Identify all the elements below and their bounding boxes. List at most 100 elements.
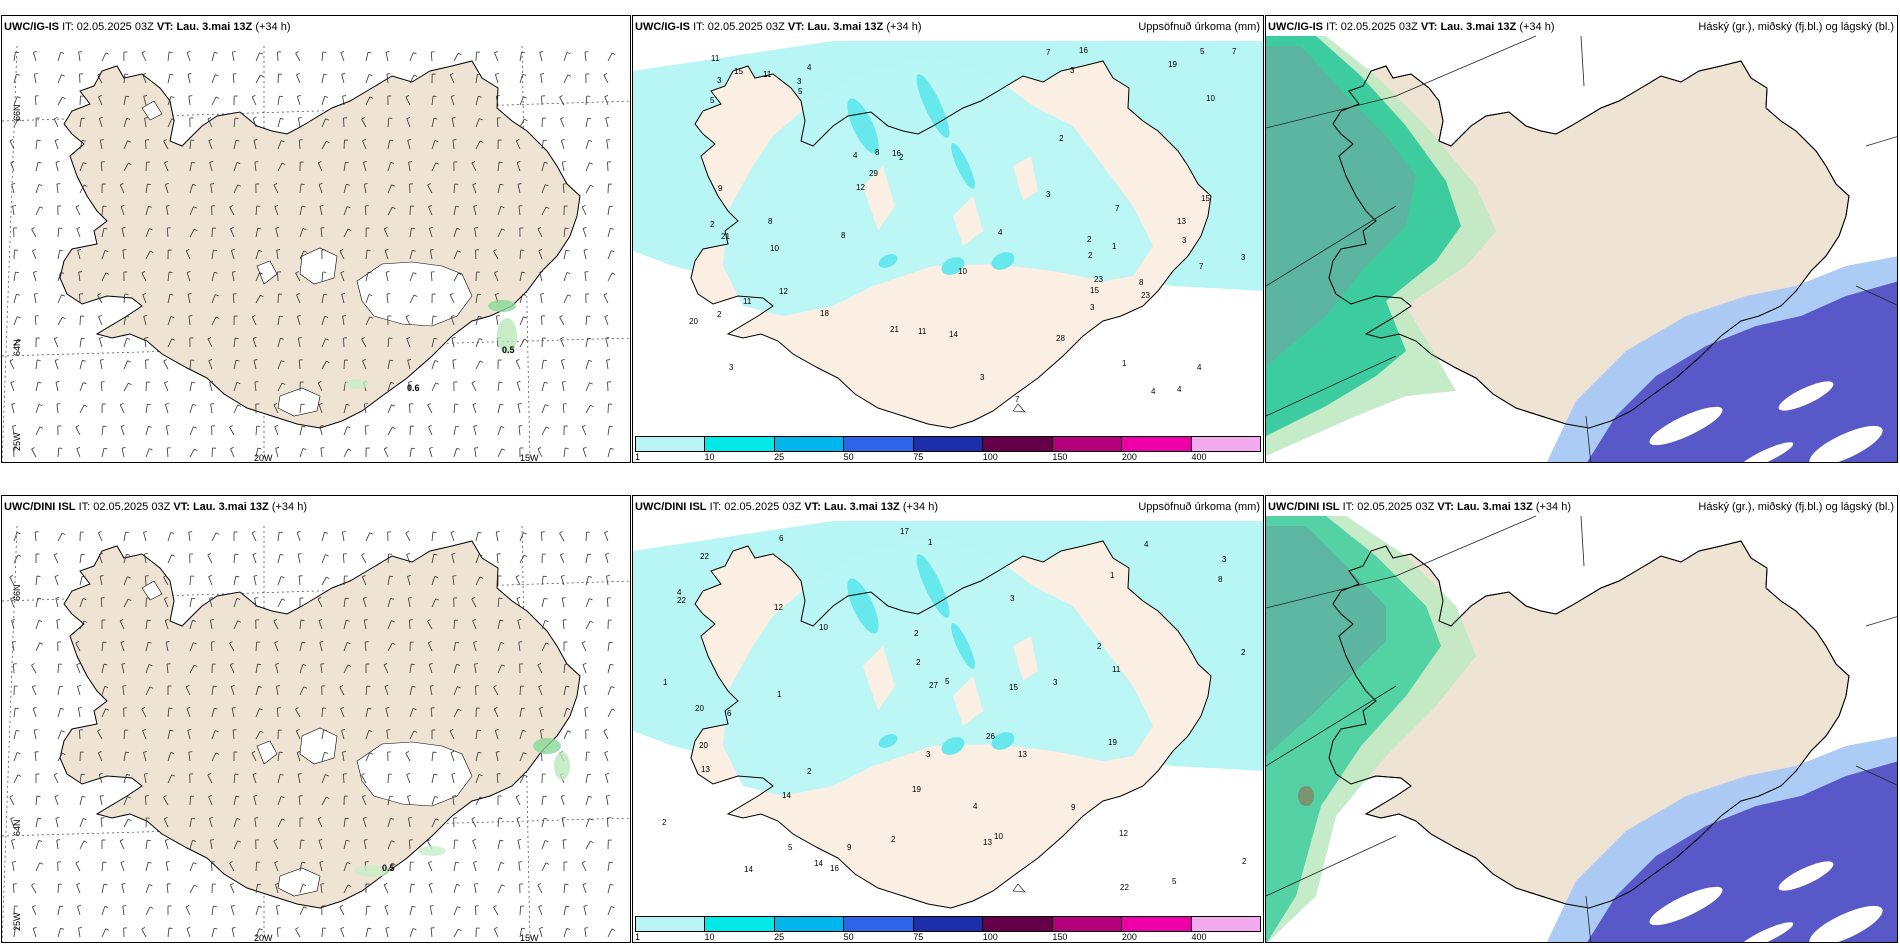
precip-label: 0.5: [382, 863, 395, 873]
precip-value: 8: [841, 231, 846, 240]
colorbar-label: 400: [1191, 452, 1207, 462]
precip-value: 7: [1015, 395, 1020, 404]
colorbar-segment: [983, 437, 1053, 451]
precip-value: 11: [1112, 665, 1121, 674]
panel-header: UWC/DINI ISL IT: 02.05.2025 03Z VT: Lau.…: [1268, 501, 1571, 513]
precip-value: 5: [1200, 47, 1205, 56]
precip-colorbar: [635, 916, 1261, 932]
precip-value: 23: [1141, 291, 1150, 300]
precip-value: 22: [1120, 883, 1129, 892]
cloud-title: Háský (gr.), miðský (fj.bl.) og lágský (…: [1698, 21, 1894, 33]
precip-value: 9: [1071, 803, 1076, 812]
precip-value: 13: [1177, 217, 1186, 226]
precip-value: 14: [949, 330, 958, 339]
precip-value: 3: [1090, 303, 1095, 312]
colorbar-segment: [983, 917, 1053, 931]
precip-value: 2: [899, 153, 904, 162]
precip-value: 4: [998, 228, 1003, 237]
precip-value: 20: [689, 317, 698, 326]
precip-map: 2334212347523421151041612719127732321573…: [633, 41, 1263, 429]
cloud-map: [1266, 515, 1897, 942]
lon-label: 25W: [12, 912, 22, 931]
precip-value: 1: [1112, 242, 1117, 251]
lon-label: 20W: [254, 933, 273, 943]
colorbar-label: 25: [774, 932, 785, 942]
precip-value: 22: [677, 596, 686, 605]
precip-value: 16: [830, 864, 839, 873]
precip-value: 2: [1097, 642, 1102, 651]
colorbar-label: 150: [1052, 932, 1068, 942]
precip-value: 2: [1088, 251, 1093, 260]
precip-value: 3: [797, 77, 802, 86]
precip-value: 1: [1110, 571, 1115, 580]
precip-value: 16: [892, 149, 901, 158]
precip-value: 13: [983, 838, 992, 847]
precip-value: 4: [807, 63, 812, 72]
precip-value: 4: [1151, 387, 1156, 396]
panel-header: UWC/IG-IS IT: 02.05.2025 03Z VT: Lau. 3.…: [1268, 21, 1555, 33]
colorbar-segment: [1052, 917, 1123, 931]
precip-value: 21: [890, 325, 899, 334]
precip-value: 13: [1018, 750, 1027, 759]
precip-value: 2: [1241, 648, 1246, 657]
lat-label: 64N: [12, 339, 22, 356]
precip-value: 15: [1090, 286, 1099, 295]
precip-colorbar: [635, 436, 1261, 452]
colorbar-segment: [1191, 917, 1260, 931]
precip-value: 2: [710, 220, 715, 229]
precip-value: 3: [1046, 190, 1051, 199]
precip-value: 5: [945, 677, 950, 686]
precip-value: 26: [986, 732, 995, 741]
lon-label: 25W: [12, 432, 22, 451]
precip-value: 3: [1222, 555, 1227, 564]
lon-label: 20W: [254, 453, 273, 463]
precip-value: 2: [914, 629, 919, 638]
precip-value: 10: [819, 623, 828, 632]
precip-value: 10: [1206, 94, 1215, 103]
precip-value: 7: [1199, 262, 1204, 271]
colorbar-segment: [636, 917, 706, 931]
precip-value: 22: [700, 552, 709, 561]
cloud-panel-dini: UWC/DINI ISL IT: 02.05.2025 03Z VT: Lau.…: [1265, 495, 1898, 943]
colorbar-label: 200: [1121, 932, 1137, 942]
precip-value: 19: [1168, 60, 1177, 69]
wind-panel-ig-is: UWC/IG-IS IT: 02.05.2025 03Z VT: Lau. 3.…: [1, 15, 631, 463]
lon-label: 15W: [520, 933, 539, 943]
precip-value: 1: [663, 678, 668, 687]
colorbar-segment: [705, 437, 775, 451]
precip-value: 3: [717, 76, 722, 85]
precip-value: 12: [856, 183, 865, 192]
colorbar-label: 10: [704, 452, 715, 462]
precip-label: 0.5: [502, 345, 515, 355]
precip-value: 11: [711, 54, 720, 63]
precip-value: 1: [1122, 359, 1127, 368]
colorbar-label: 75: [913, 932, 924, 942]
colorbar-segment: [1122, 437, 1192, 451]
panel-header: UWC/IG-IS IT: 02.05.2025 03Z VT: Lau. 3.…: [635, 21, 922, 33]
precip-value: 20: [699, 741, 708, 750]
colorbar-label: 400: [1191, 932, 1207, 942]
precip-value: 12: [774, 603, 783, 612]
colorbar-segment: [774, 917, 845, 931]
precip-value: 4: [973, 802, 978, 811]
precip-value: 6: [727, 709, 732, 718]
precip-value: 3: [1182, 236, 1187, 245]
colorbar-label: 50: [843, 932, 854, 942]
precip-title: Uppsöfnuð úrkoma (mm): [1138, 21, 1260, 33]
colorbar-segment: [1052, 437, 1123, 451]
lat-label: 66N: [12, 584, 22, 601]
cloud-panel-ig-is: UWC/IG-IS IT: 02.05.2025 03Z VT: Lau. 3.…: [1265, 15, 1898, 463]
colorbar-segment: [1191, 437, 1260, 451]
colorbar-label: 25: [774, 452, 785, 462]
colorbar-segment: [844, 917, 914, 931]
precip-value: 11: [918, 327, 927, 336]
precip-value: 2: [1242, 857, 1247, 866]
precip-panel-ig-is: UWC/IG-IS IT: 02.05.2025 03Z VT: Lau. 3.…: [632, 15, 1264, 463]
lat-label: 66N: [12, 104, 22, 121]
precip-value: 1: [777, 690, 782, 699]
precip-value: 16: [1079, 46, 1088, 55]
precip-value: 27: [929, 681, 938, 690]
colorbar-segment: [705, 917, 775, 931]
precip-value: 11: [743, 297, 752, 306]
precip-panel-dini: UWC/DINI ISL IT: 02.05.2025 03Z VT: Lau.…: [632, 495, 1264, 943]
